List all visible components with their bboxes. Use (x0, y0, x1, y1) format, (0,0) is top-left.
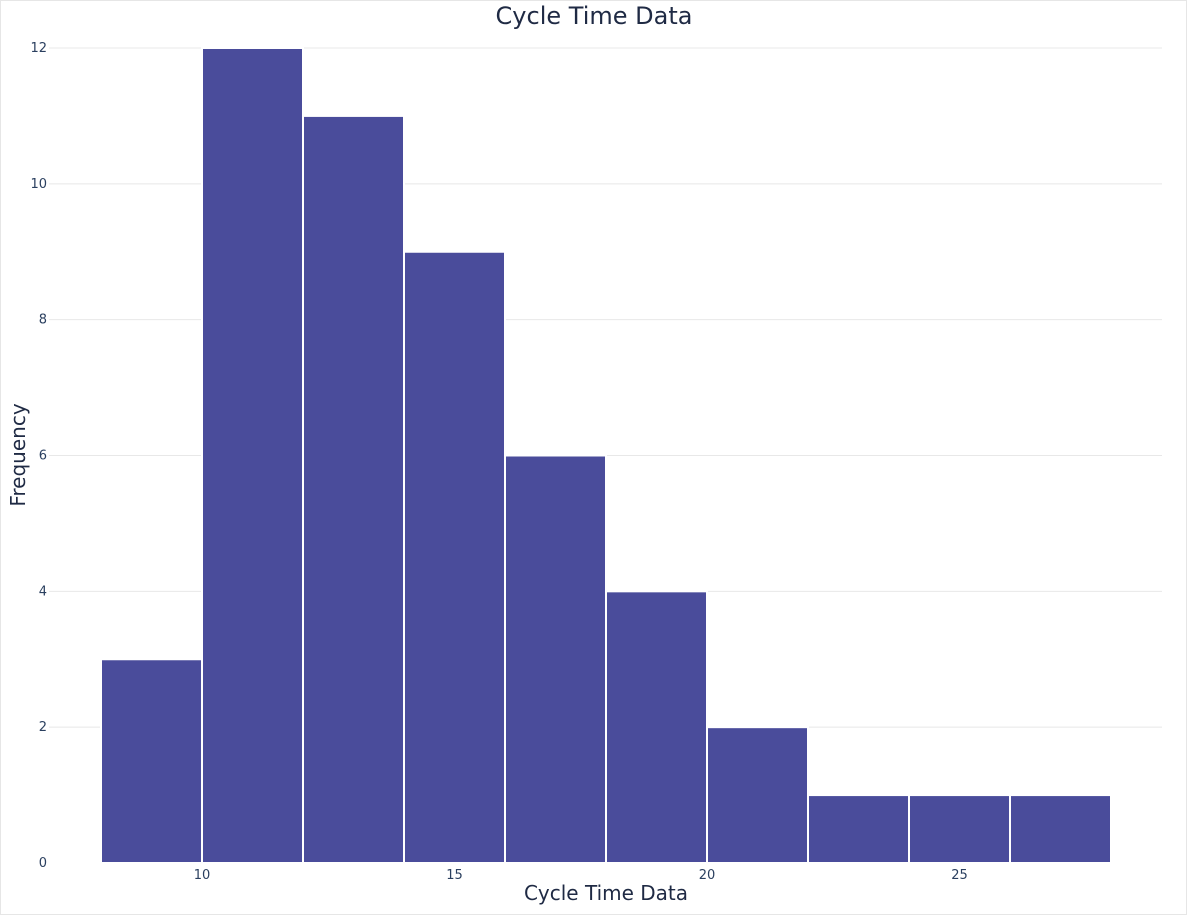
histogram-bar (302, 114, 405, 864)
x-axis-title: Cycle Time Data (524, 881, 688, 905)
y-axis-title: Frequency (6, 403, 30, 506)
chart-title: Cycle Time Data (496, 2, 693, 30)
histogram-bar (504, 454, 607, 864)
histogram-bar (908, 794, 1011, 864)
y-tick-label: 2 (39, 720, 47, 735)
x-tick-label: 20 (699, 868, 716, 883)
histogram-bar (201, 47, 304, 864)
y-tick-label: 8 (39, 313, 47, 328)
x-axis-ticks: 10 15 20 25 (194, 868, 968, 883)
histogram-bar (807, 794, 910, 864)
y-tick-label: 12 (30, 41, 47, 56)
bars (100, 47, 1112, 865)
x-tick-label: 15 (446, 868, 463, 883)
y-tick-label: 0 (39, 856, 47, 871)
y-tick-label: 6 (39, 449, 47, 464)
y-tick-label: 4 (39, 584, 47, 599)
histogram-bar (100, 658, 203, 864)
histogram-bar (605, 590, 708, 864)
histogram-bar (706, 726, 809, 865)
y-axis-ticks: 0 2 4 6 8 10 12 (30, 41, 47, 871)
x-tick-label: 25 (951, 868, 968, 883)
histogram-bar (403, 250, 506, 864)
y-tick-label: 10 (30, 177, 47, 192)
x-tick-label: 10 (194, 868, 211, 883)
histogram-bar (1009, 794, 1112, 864)
